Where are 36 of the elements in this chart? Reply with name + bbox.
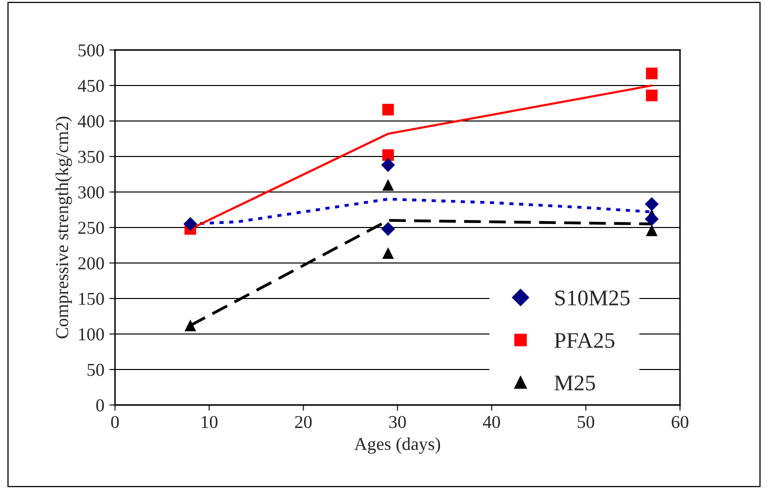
y-tick-label: 250	[78, 222, 104, 234]
x-tick-label: 20	[295, 416, 312, 428]
point	[382, 247, 394, 259]
legend-label: S10M25	[555, 290, 630, 306]
x-tick-label: 0	[111, 416, 119, 428]
point	[646, 68, 658, 80]
point	[382, 179, 394, 191]
point	[184, 320, 196, 332]
x-axis-title: Ages (days)	[354, 437, 440, 454]
y-tick-label: 150	[79, 292, 104, 305]
y-axis-title: Compressive strength(kg/cm2)	[56, 116, 72, 338]
y-tick-label: 50	[88, 364, 104, 376]
x-tick-label: 10	[202, 416, 218, 428]
y-tick-label: 0	[96, 399, 104, 412]
point	[382, 149, 394, 161]
point	[381, 158, 396, 172]
legend-label: PFA25	[554, 333, 614, 348]
y-tick-label: 100	[79, 328, 104, 340]
point	[646, 90, 658, 102]
point	[644, 197, 659, 212]
x-tick-label: 60	[672, 416, 688, 428]
y-tick-label: 200	[78, 257, 104, 270]
point	[382, 104, 394, 116]
y-tick-label: 450	[78, 80, 104, 92]
x-tick-label: 30	[389, 416, 406, 428]
x-tick-label: 40	[482, 416, 500, 428]
point	[183, 217, 198, 231]
point	[646, 224, 658, 236]
y-tick-label: 350	[78, 150, 104, 163]
y-tick-label: 300	[78, 186, 104, 198]
y-tick-label: 500	[78, 44, 104, 56]
point	[381, 222, 396, 236]
legend-label: M25	[554, 376, 595, 390]
point	[644, 212, 659, 226]
y-tick-label: 400	[78, 115, 104, 128]
x-tick-label: 50	[578, 416, 594, 428]
